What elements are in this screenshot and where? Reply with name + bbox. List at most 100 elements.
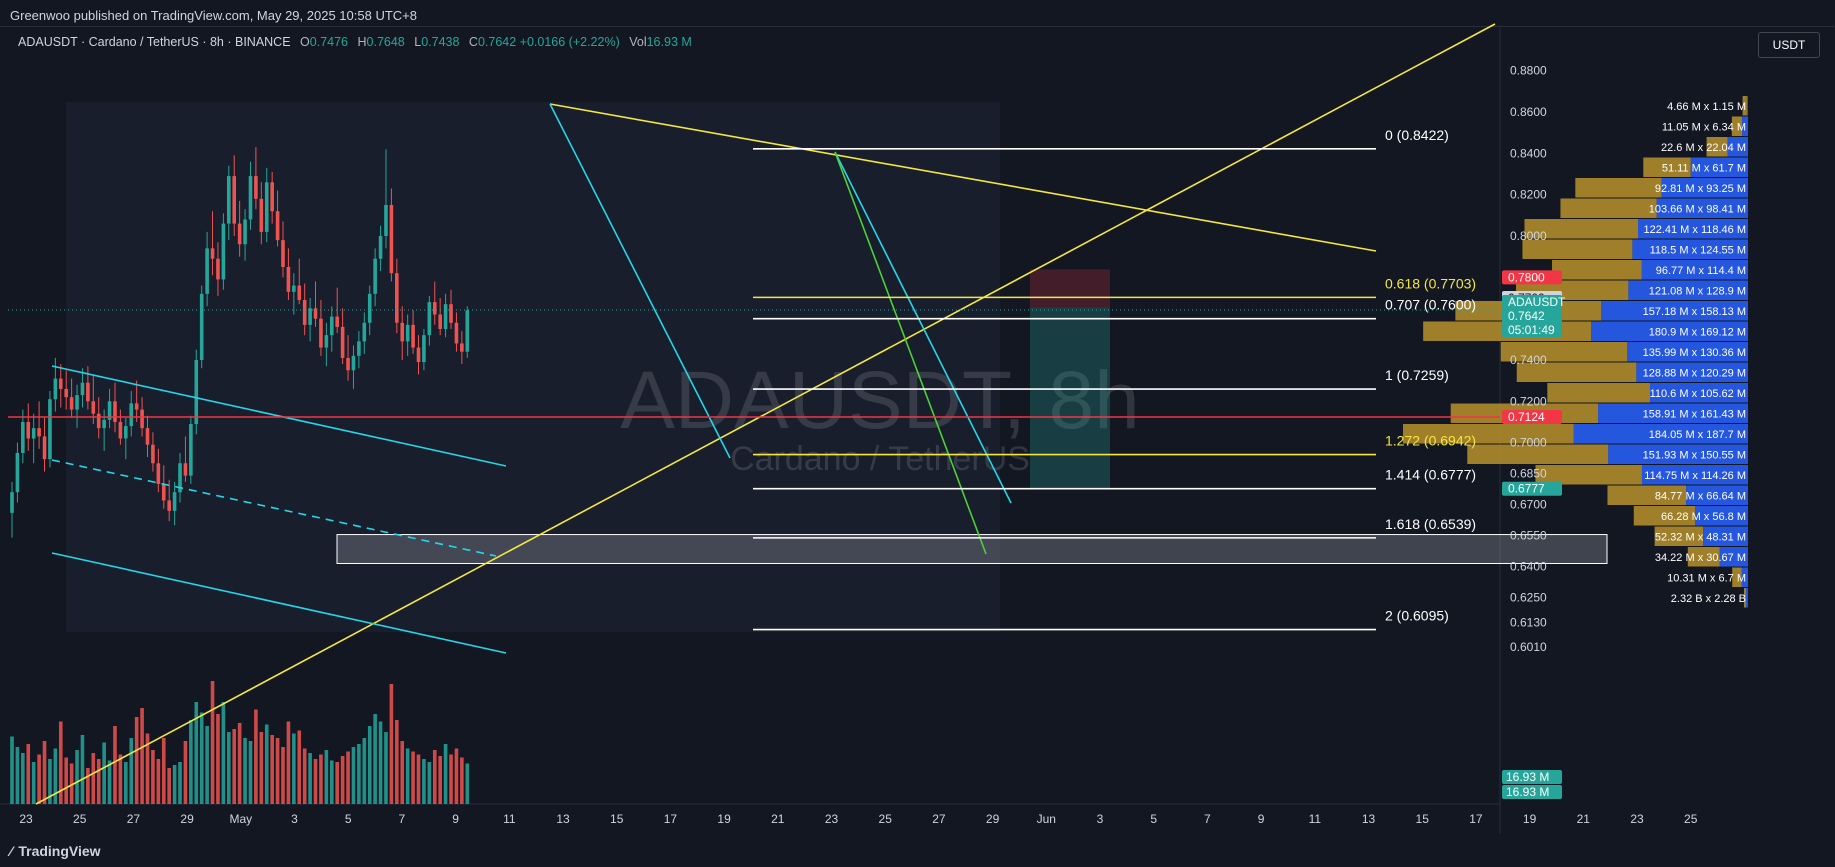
volume-bar: [313, 759, 318, 804]
time-axis-tick: 7: [1204, 812, 1211, 826]
volume-bar: [438, 756, 442, 804]
steep-green-line: [834, 151, 987, 555]
volume-bar: [189, 720, 193, 804]
currency-selector[interactable]: USDT: [1758, 32, 1820, 58]
volume-bar: [351, 747, 356, 804]
time-axis-tick: 17: [1469, 812, 1483, 826]
price-axis-tick: 0.7400: [1510, 353, 1547, 367]
volume-profile-up-bar: [1643, 157, 1691, 177]
volume-profile-label: 96.77 M x 114.4 M: [1656, 265, 1746, 277]
time-axis-tick: 7: [399, 812, 406, 826]
candle-body: [275, 211, 280, 241]
volume-bar: [292, 733, 296, 804]
volume-profile-down-bar: [1632, 239, 1748, 259]
candle-body: [286, 266, 291, 292]
volume-bar: [373, 714, 377, 804]
price-axis-tick: 0.6130: [1510, 615, 1547, 629]
candle-body: [118, 421, 123, 439]
volume-bar: [432, 750, 437, 804]
volume-bar: [367, 726, 372, 804]
volume-bar: [26, 744, 31, 804]
candle-body: [96, 413, 101, 429]
candle-body: [264, 182, 269, 232]
volume-bar: [227, 732, 231, 804]
rising-trendline: [35, 23, 1496, 805]
volume-profile-down-bar: [1727, 137, 1748, 157]
volume-bar: [449, 754, 453, 804]
tradingview-logo-icon: ⁄: [10, 843, 13, 859]
volume-bar: [194, 702, 199, 804]
volume-bar: [416, 754, 421, 804]
candle-body: [432, 302, 437, 315]
candle-body: [308, 308, 312, 325]
legend-volume: 16.93 M: [646, 35, 692, 49]
price-tag-box: [1502, 322, 1562, 337]
volume-profile-up-bar: [1467, 444, 1609, 464]
price-axis-tick: 0.6400: [1510, 560, 1547, 574]
volume-profile-up-bar: [1535, 465, 1642, 485]
volume-profile-down-bar: [1573, 424, 1748, 444]
legend-symbol[interactable]: ADAUSDT · Cardano / TetherUS · 8h · BINA…: [18, 35, 291, 49]
volume-profile-down-bar: [1656, 198, 1748, 218]
volume-profile-up-bar: [1654, 526, 1704, 546]
volume-profile-up-bar: [1547, 383, 1650, 403]
candle-body: [335, 316, 339, 327]
descending-trendline: [549, 103, 1377, 252]
tradingview-logo[interactable]: ⁄ TradingView: [10, 843, 101, 859]
volume-profile-label: 103.66 M x 98.41 M: [1649, 204, 1746, 216]
volume-bar: [286, 721, 291, 804]
volume-profile-down-bar: [1598, 403, 1748, 423]
candle-body: [205, 248, 209, 294]
candle-body: [340, 326, 345, 358]
legend-open-label: O: [300, 35, 310, 49]
candle-body: [438, 314, 442, 329]
volume-profile-label: 22.6 M x 22.04 M: [1661, 142, 1746, 154]
fib-level-label: 1.414 (0.6777): [1385, 467, 1476, 483]
price-tag-box: [1502, 308, 1562, 323]
price-axis-tick: 0.6010: [1510, 640, 1547, 654]
volume-bar: [308, 753, 312, 804]
volume-bar: [86, 768, 90, 804]
candle-body: [357, 341, 361, 356]
time-axis-tick: 13: [1362, 812, 1376, 826]
candle-body: [64, 388, 68, 398]
volume-bar: [264, 724, 269, 804]
candle-body: [124, 426, 128, 439]
volume-profile-up-bar: [1687, 547, 1720, 567]
price-axis-tick: 0.7000: [1510, 436, 1547, 450]
time-axis-tick: 23: [1630, 812, 1644, 826]
volume-profile-down-bar: [1661, 178, 1748, 198]
price-tag: 0.7124: [1508, 410, 1545, 424]
candle-body: [351, 355, 356, 371]
volume-profile-down-bar: [1649, 383, 1748, 403]
candle-body: [411, 324, 415, 348]
volume-bar: [384, 732, 388, 804]
watermark-symbol: ADAUSDT, 8h: [620, 355, 1140, 446]
volume-bar: [151, 750, 155, 804]
candle-body: [254, 176, 258, 199]
volume-bar: [37, 754, 41, 804]
volume-profile-up-bar: [1744, 588, 1747, 608]
price-axis-tick: 0.8400: [1510, 146, 1547, 160]
volume-profile-up-bar: [1403, 424, 1574, 444]
volume-profile-label: 66.28 M x 56.8 M: [1661, 511, 1746, 523]
candle-body: [297, 285, 302, 301]
volume-bar: [216, 714, 220, 804]
time-axis-tick: 9: [452, 812, 459, 826]
volume-bar: [346, 751, 350, 804]
volume-bar: [107, 760, 112, 804]
impulse-leg-1: [549, 103, 731, 459]
time-axis-tick: 27: [932, 812, 946, 826]
volume-profile-down-bar: [1591, 321, 1748, 341]
volume-bar: [48, 759, 52, 804]
candle-body: [389, 205, 394, 274]
price-axis-tick: 0.8200: [1510, 188, 1547, 202]
volume-bar: [134, 717, 139, 804]
volume-profile-label: 52.32 M x 48.31 M: [1655, 532, 1746, 544]
fib-level-label: 1.272 (0.6942): [1385, 433, 1476, 449]
position-target-zone: [1030, 307, 1110, 489]
time-axis-tick: 19: [717, 812, 731, 826]
volume-profile-label: 157.18 M x 158.13 M: [1643, 306, 1746, 318]
candle-body: [216, 258, 220, 280]
